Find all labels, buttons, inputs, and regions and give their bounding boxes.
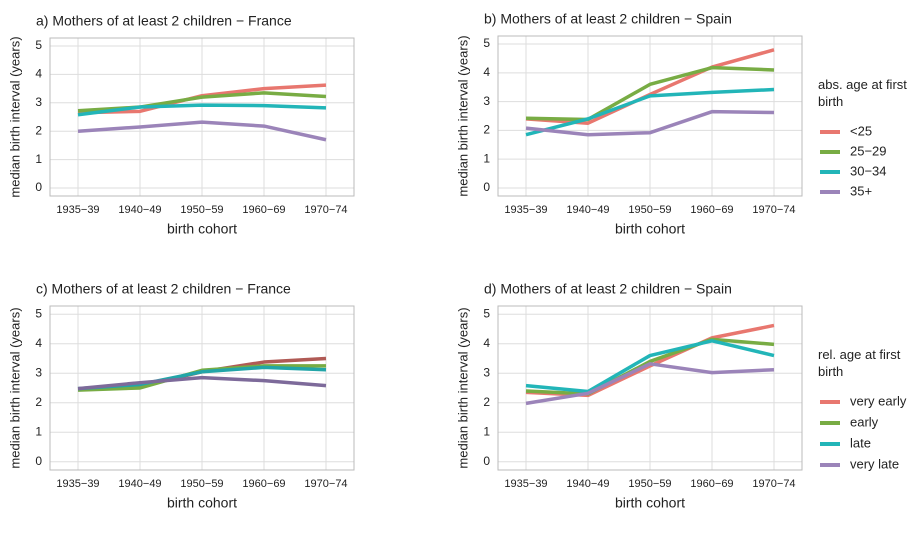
y-tick-label: 2 [35,123,42,137]
x-tick-label: 1950−59 [180,478,223,490]
x-tick-label: 1970−74 [752,204,795,216]
x-tick-label: 1940−49 [118,204,161,216]
y-tick-label: 3 [483,365,490,379]
x-axis-title: birth cohort [167,221,237,237]
x-tick-label: 1950−59 [628,204,671,216]
x-axis-title: birth cohort [167,495,237,511]
y-tick-label: 0 [35,454,42,468]
series-line [525,339,775,394]
x-axis-title: birth cohort [615,495,685,511]
legend-label: very early [850,393,907,408]
x-tick-label: 1935−39 [56,478,99,490]
x-tick-label: 1970−74 [304,478,347,490]
y-tick-label: 0 [483,180,490,194]
x-tick-label: 1950−59 [180,204,223,216]
y-axis-title: median birth interval (years) [455,307,470,468]
x-tick-label: 1960−69 [690,204,733,216]
y-tick-label: 1 [35,424,42,438]
x-tick-label: 1940−49 [118,478,161,490]
x-tick-label: 1935−39 [504,204,547,216]
series-line [525,337,775,396]
series-line [525,109,775,137]
y-tick-label: 2 [483,123,490,137]
panel-title: a) Mothers of at least 2 children − Fran… [36,13,292,29]
y-tick-label: 1 [483,424,490,438]
legend-label: very late [850,456,899,471]
x-tick-label: 1935−39 [56,204,99,216]
y-tick-label: 1 [35,152,42,166]
x-tick-label: 1950−59 [628,478,671,490]
plot-border [497,35,803,197]
y-tick-label: 3 [483,94,490,108]
y-tick-label: 5 [483,36,490,50]
panel-title: c) Mothers of at least 2 children − Fran… [36,281,291,297]
plot-border [49,305,355,471]
legend-label: <25 [850,123,872,138]
y-tick-label: 3 [35,95,42,109]
x-tick-label: 1960−69 [690,478,733,490]
y-tick-label: 4 [483,65,490,79]
y-axis-title: median birth interval (years) [455,35,470,196]
series-line [525,87,775,137]
legend-label: early [850,414,879,429]
legend-label: 35+ [850,183,872,198]
x-tick-label: 1960−69 [242,204,285,216]
y-tick-label: 5 [35,306,42,320]
plot-border [49,37,355,197]
series-line [77,103,327,117]
x-axis-title: birth cohort [615,221,685,237]
y-axis-title: median birth interval (years) [7,36,22,197]
series-line [77,375,327,391]
legend-label: late [850,435,871,450]
x-tick-label: 1935−39 [504,478,547,490]
legend-label: 25−29 [850,143,887,158]
panel-title: d) Mothers of at least 2 children − Spai… [484,281,732,297]
y-axis-title: median birth interval (years) [7,307,22,468]
legend-title: abs. age at first birth [818,77,907,109]
y-tick-label: 2 [483,395,490,409]
series-line [525,362,775,406]
panel-title: b) Mothers of at least 2 children − Spai… [484,11,732,27]
x-tick-label: 1970−74 [752,478,795,490]
legend-label: 30−34 [850,163,887,178]
y-tick-label: 3 [35,365,42,379]
y-tick-label: 5 [35,38,42,52]
plot-border [497,305,803,471]
y-tick-label: 4 [35,67,42,81]
y-tick-label: 5 [483,306,490,320]
y-tick-label: 4 [35,336,42,350]
legend-title: rel. age at first birth [818,347,901,379]
x-tick-label: 1960−69 [242,478,285,490]
series-line [525,65,775,122]
x-tick-label: 1940−49 [566,204,609,216]
y-tick-label: 4 [483,336,490,350]
y-tick-label: 2 [35,395,42,409]
y-tick-label: 0 [35,180,42,194]
series-line [77,120,327,142]
y-tick-label: 1 [483,151,490,165]
x-tick-label: 1940−49 [566,478,609,490]
y-tick-label: 0 [483,454,490,468]
x-tick-label: 1970−74 [304,204,347,216]
